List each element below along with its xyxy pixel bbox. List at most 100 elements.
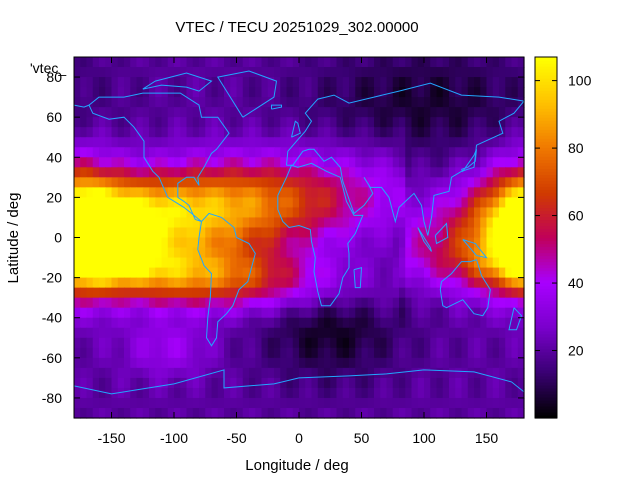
heatmap-cell bbox=[99, 167, 106, 178]
heatmap-cell bbox=[361, 57, 369, 68]
colorbar-swatch bbox=[535, 342, 557, 347]
heatmap-cell bbox=[367, 247, 375, 259]
heatmap-cell bbox=[342, 87, 350, 98]
heatmap-cell bbox=[86, 327, 94, 339]
heatmap-cell bbox=[274, 67, 281, 78]
heatmap-cell bbox=[386, 227, 394, 239]
heatmap-cell bbox=[474, 247, 481, 259]
heatmap-cell bbox=[149, 87, 156, 98]
heatmap-cell bbox=[505, 187, 513, 198]
heatmap-cell bbox=[386, 387, 394, 399]
heatmap-cell bbox=[336, 177, 344, 188]
heatmap-cell bbox=[267, 297, 275, 309]
colorbar-swatch bbox=[535, 270, 557, 275]
heatmap-cell bbox=[186, 357, 194, 369]
heatmap-cell bbox=[242, 267, 250, 279]
heatmap-cell bbox=[205, 237, 213, 249]
heatmap-cell bbox=[174, 367, 181, 379]
heatmap-cell bbox=[430, 177, 438, 188]
heatmap-cell bbox=[205, 277, 213, 289]
heatmap-cell bbox=[199, 237, 206, 249]
heatmap-cell bbox=[217, 197, 225, 209]
heatmap-cell bbox=[474, 157, 481, 168]
heatmap-cell bbox=[424, 317, 431, 329]
heatmap-cell bbox=[180, 137, 188, 148]
heatmap-cell bbox=[249, 397, 256, 409]
heatmap-cell bbox=[461, 187, 469, 198]
heatmap-cell bbox=[449, 297, 456, 309]
heatmap-cell bbox=[292, 97, 300, 108]
heatmap-cell bbox=[361, 397, 369, 409]
heatmap-cell bbox=[317, 317, 325, 329]
heatmap-cell bbox=[249, 107, 256, 118]
heatmap-cell bbox=[467, 357, 475, 369]
heatmap-cell bbox=[405, 167, 413, 178]
heatmap-cell bbox=[274, 177, 281, 188]
heatmap-cell bbox=[517, 327, 525, 339]
heatmap-cell bbox=[161, 137, 169, 148]
heatmap-cell bbox=[255, 117, 263, 128]
heatmap-cell bbox=[167, 107, 175, 118]
heatmap-cell bbox=[99, 257, 106, 269]
heatmap-cell bbox=[255, 67, 263, 78]
heatmap-cell bbox=[249, 307, 256, 319]
heatmap-cell bbox=[499, 227, 506, 239]
heatmap-cell bbox=[117, 327, 125, 339]
heatmap-cell bbox=[217, 287, 225, 299]
heatmap-cell bbox=[342, 327, 350, 339]
y-tick-label: 40 bbox=[46, 149, 62, 165]
heatmap-cell bbox=[486, 337, 494, 349]
heatmap-cell bbox=[74, 147, 81, 158]
heatmap-cell bbox=[455, 57, 463, 68]
heatmap-cell bbox=[449, 257, 456, 269]
heatmap-cell bbox=[461, 357, 469, 369]
heatmap-cell bbox=[430, 387, 438, 399]
heatmap-cell bbox=[142, 117, 150, 128]
heatmap-cell bbox=[117, 387, 125, 399]
heatmap-cell bbox=[380, 107, 388, 118]
heatmap-cell bbox=[286, 257, 294, 269]
heatmap-cell bbox=[486, 347, 494, 359]
heatmap-cell bbox=[86, 117, 94, 128]
heatmap-cell bbox=[86, 377, 94, 389]
heatmap-cell bbox=[205, 247, 213, 259]
heatmap-cell bbox=[99, 137, 106, 148]
heatmap-cell bbox=[211, 87, 219, 98]
heatmap-cell bbox=[80, 307, 88, 319]
heatmap-cell bbox=[436, 407, 444, 419]
heatmap-cell bbox=[267, 167, 275, 178]
heatmap-cell bbox=[267, 257, 275, 269]
heatmap-cell bbox=[286, 227, 294, 239]
heatmap-cell bbox=[211, 287, 219, 299]
heatmap-cell bbox=[105, 147, 113, 158]
colorbar-swatch bbox=[535, 258, 557, 263]
heatmap-cell bbox=[299, 237, 306, 249]
heatmap-cell bbox=[499, 157, 506, 168]
heatmap-cell bbox=[142, 207, 150, 219]
heatmap-cell bbox=[174, 287, 181, 299]
heatmap-cell bbox=[292, 87, 300, 98]
heatmap-cell bbox=[99, 207, 106, 219]
heatmap-cell bbox=[430, 127, 438, 138]
heatmap-cell bbox=[92, 177, 100, 188]
heatmap-cell bbox=[355, 217, 363, 229]
heatmap-cell bbox=[405, 127, 413, 138]
heatmap-cell bbox=[124, 257, 131, 269]
heatmap-cell bbox=[436, 287, 444, 299]
heatmap-cell bbox=[399, 387, 406, 399]
heatmap-cell bbox=[205, 397, 213, 409]
heatmap-cell bbox=[355, 307, 363, 319]
heatmap-cell bbox=[174, 387, 181, 399]
heatmap-cell bbox=[174, 117, 181, 128]
heatmap-cell bbox=[480, 187, 488, 198]
heatmap-cell bbox=[280, 407, 288, 419]
heatmap-cell bbox=[155, 207, 163, 219]
heatmap-cell bbox=[455, 207, 463, 219]
heatmap-cell bbox=[155, 137, 163, 148]
heatmap-cell bbox=[349, 357, 356, 369]
heatmap-cell bbox=[336, 267, 344, 279]
heatmap-cell bbox=[417, 157, 425, 168]
heatmap-cell bbox=[192, 187, 200, 198]
heatmap-cell bbox=[305, 407, 313, 419]
heatmap-cell bbox=[205, 77, 213, 88]
